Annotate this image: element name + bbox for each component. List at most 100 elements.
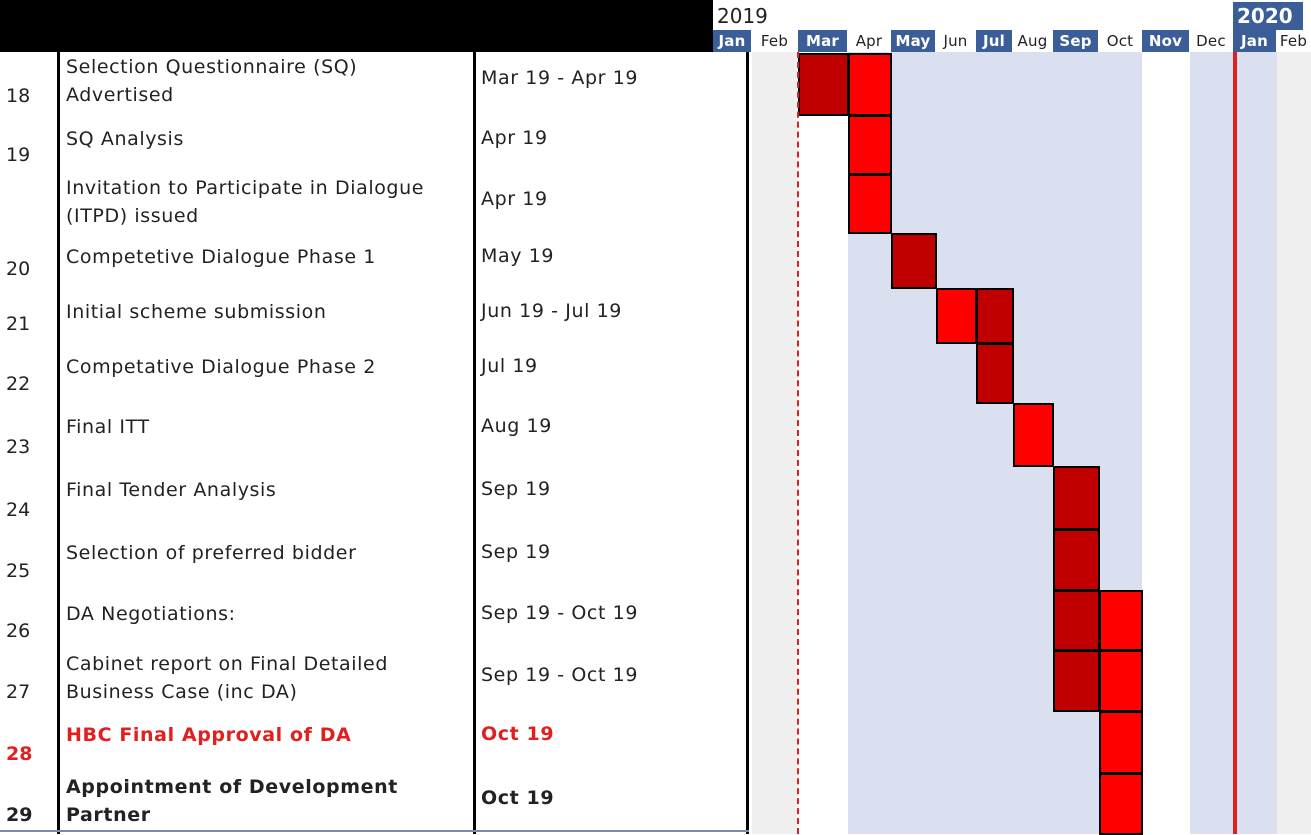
gantt-bar-cell — [976, 288, 1014, 344]
task-dates: Sep 19 - Oct 19 — [481, 664, 639, 686]
task-row: Invitation to Participate in Dialogue (I… — [0, 174, 749, 233]
month-stripe — [936, 52, 976, 834]
month-label: Apr — [855, 32, 883, 50]
row-number: 26 — [6, 620, 31, 642]
task-dates: Oct 19 — [481, 723, 555, 745]
row-number: 19 — [6, 144, 31, 166]
task-row: 24 Final Tender Analysis Sep 19 — [0, 466, 749, 529]
table-bottom-border — [0, 830, 749, 832]
table-divider — [746, 52, 749, 834]
task-dates: Apr 19 — [481, 188, 548, 210]
month-label: Nov — [1142, 30, 1189, 52]
task-dates: Sep 19 — [481, 478, 551, 500]
month-label: Aug — [1017, 32, 1048, 50]
task-row: 19 SQ Analysis Apr 19 — [0, 115, 749, 174]
task-dates: Mar 19 - Apr 19 — [481, 67, 639, 89]
month-label: Feb — [1279, 32, 1308, 50]
row-number: 21 — [6, 313, 31, 335]
table-divider — [57, 52, 60, 834]
month-label: Mar — [798, 30, 847, 52]
gantt-bar-cell — [1053, 650, 1100, 712]
month-stripe — [1142, 52, 1190, 834]
gantt-bar-cell — [1053, 529, 1100, 591]
task-name: SQ Analysis — [66, 128, 184, 150]
row-number: 28 — [6, 743, 33, 765]
month-label: Jan — [713, 30, 751, 52]
gantt-bar-cell — [1099, 711, 1143, 774]
task-dates: Apr 19 — [481, 127, 548, 149]
month-stripe — [1233, 52, 1277, 834]
header-bar — [0, 0, 713, 52]
row-number: 20 — [6, 258, 31, 280]
task-row: 28 HBC Final Approval of DA Oct 19 — [0, 711, 749, 773]
task-name: Selection Questionnaire (SQ) Advertised — [66, 56, 358, 106]
month-stripe — [1190, 52, 1233, 834]
task-row: 25 Selection of preferred bidder Sep 19 — [0, 529, 749, 590]
month-label: Jun — [943, 32, 968, 50]
month-stripe — [1053, 52, 1099, 834]
gantt-bar-cell — [891, 233, 937, 289]
task-row: 20 Competetive Dialogue Phase 1 May 19 — [0, 233, 749, 288]
task-name: Initial scheme submission — [66, 301, 327, 323]
year-label: 2020 — [1233, 2, 1303, 30]
task-dates: Sep 19 — [481, 541, 551, 563]
task-name: Cabinet report on Final Detailed Busines… — [66, 653, 388, 703]
task-name: HBC Final Approval of DA — [66, 724, 352, 746]
month-label: Jan — [1233, 30, 1276, 52]
gantt-bar-cell — [848, 174, 892, 234]
row-number: 23 — [6, 436, 31, 458]
task-row: 21 Initial scheme submission Jun 19 - Jul … — [0, 288, 749, 343]
task-row: 29 Appointment of Development Partner Oct … — [0, 773, 749, 834]
gantt-bar-cell — [848, 115, 892, 175]
month-label: Feb — [760, 32, 789, 50]
month-label: May — [891, 30, 935, 52]
task-name: Final Tender Analysis — [66, 479, 277, 501]
task-row: 22 Competative Dialogue Phase 2 Jul 19 — [0, 343, 749, 403]
month-label: Oct — [1106, 32, 1134, 50]
gantt-bar-cell — [1053, 590, 1100, 651]
task-name: Competetive Dialogue Phase 1 — [66, 246, 376, 268]
row-number: 24 — [6, 499, 31, 521]
task-name: Appointment of Development Partner — [66, 776, 398, 826]
milestone-marker-line — [797, 52, 799, 834]
task-dates: Jul 19 — [481, 355, 538, 377]
task-name: DA Negotiations: — [66, 603, 236, 625]
table-divider — [473, 52, 476, 834]
task-dates: May 19 — [481, 245, 555, 267]
task-dates: Aug 19 — [481, 415, 552, 437]
gantt-bar-cell — [1099, 650, 1143, 712]
gantt-bar-cell — [976, 343, 1014, 404]
task-row: 23 Final ITT Aug 19 — [0, 403, 749, 466]
milestone-marker-line — [1233, 52, 1237, 834]
year-label: 2019 — [717, 4, 768, 28]
row-number: 29 — [6, 804, 33, 826]
month-label: Jul — [976, 30, 1012, 52]
row-number: 27 — [6, 681, 31, 703]
task-row: 26 DA Negotiations: Sep 19 - Oct 19 — [0, 590, 749, 650]
task-dates: Jun 19 - Jul 19 — [481, 300, 622, 322]
task-row: 27 Cabinet report on Final Detailed Busin… — [0, 650, 749, 711]
task-name: Final ITT — [66, 416, 150, 438]
gantt-bar-cell — [798, 53, 849, 116]
task-name: Selection of preferred bidder — [66, 542, 357, 564]
month-stripe — [798, 52, 848, 834]
row-number: 18 — [6, 85, 31, 107]
gantt-bar-cell — [1099, 590, 1143, 651]
task-name: Invitation to Participate in Dialogue (I… — [66, 177, 425, 227]
task-name: Competative Dialogue Phase 2 — [66, 356, 376, 378]
row-number: 25 — [6, 560, 31, 582]
task-dates: Sep 19 - Oct 19 — [481, 602, 639, 624]
month-label: Dec — [1196, 32, 1226, 50]
gantt-bar-cell — [1099, 773, 1143, 835]
gantt-bar-cell — [1013, 403, 1054, 467]
gantt-bar-cell — [848, 53, 892, 116]
task-dates: Oct 19 — [481, 787, 555, 809]
month-stripe — [976, 52, 1013, 834]
gantt-bar-cell — [1053, 466, 1100, 530]
gantt-bar-cell — [936, 288, 977, 344]
month-stripe — [1277, 52, 1311, 834]
month-stripe — [752, 52, 798, 834]
task-row: 18 Selection Questionnaire (SQ) Advertise… — [0, 53, 749, 115]
month-label: Sep — [1053, 30, 1098, 52]
row-number: 22 — [6, 373, 31, 395]
